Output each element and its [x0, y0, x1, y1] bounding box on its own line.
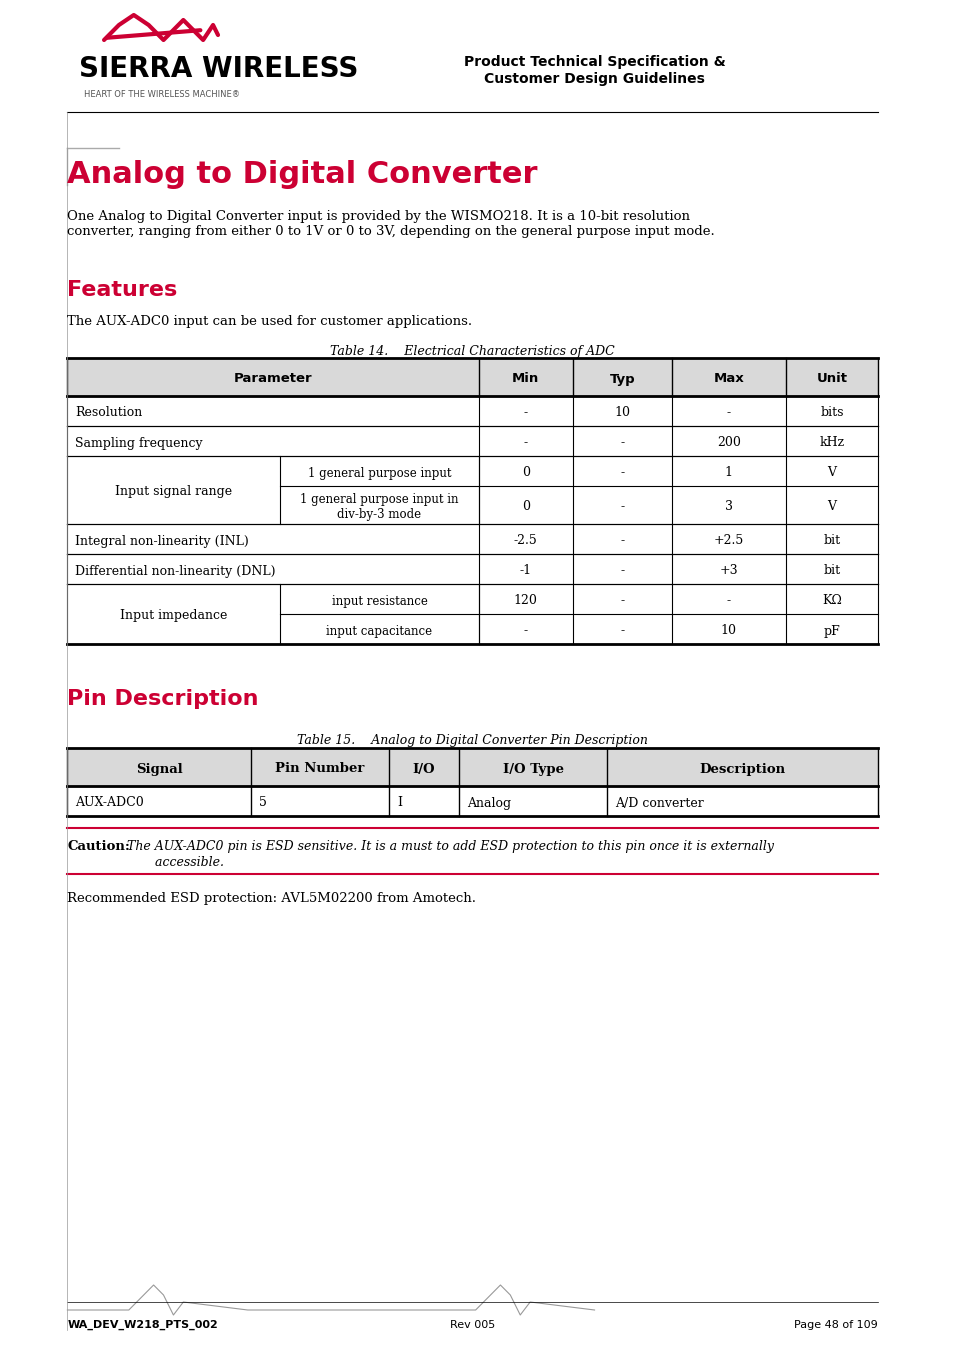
Text: Sampling frequency: Sampling frequency [75, 436, 203, 450]
Text: Resolution: Resolution [75, 406, 142, 420]
Text: 1 general purpose input: 1 general purpose input [308, 467, 451, 479]
Text: 10: 10 [720, 625, 736, 637]
Text: 200: 200 [716, 436, 740, 450]
Text: Recommended ESD protection: AVL5M02200 from Amotech.: Recommended ESD protection: AVL5M02200 f… [68, 892, 476, 904]
Text: 3: 3 [724, 501, 732, 513]
Text: Differential non-linearity (DNL): Differential non-linearity (DNL) [75, 564, 275, 578]
Text: Description: Description [699, 763, 785, 775]
Text: -: - [726, 406, 730, 420]
Text: 5: 5 [258, 796, 266, 810]
Text: Table 15.    Analog to Digital Converter Pin Description: Table 15. Analog to Digital Converter Pi… [297, 734, 647, 747]
Bar [68, 427, 877, 456]
Text: 10: 10 [614, 406, 630, 420]
Text: -1: -1 [519, 564, 531, 578]
Text: -: - [619, 625, 623, 637]
Text: Page 48 of 109: Page 48 of 109 [794, 1320, 877, 1330]
Text: Rev 005: Rev 005 [450, 1320, 495, 1330]
Text: -: - [619, 564, 623, 578]
Text: KΩ: KΩ [821, 594, 841, 608]
Text: HEART OF THE WIRELESS MACHINE®: HEART OF THE WIRELESS MACHINE® [84, 90, 240, 99]
Text: -: - [619, 535, 623, 548]
Text: bits: bits [820, 406, 842, 420]
Text: V: V [826, 467, 836, 479]
Text: Min: Min [512, 373, 538, 386]
Text: Typ: Typ [609, 373, 635, 386]
Text: -: - [619, 467, 623, 479]
Text: -: - [619, 501, 623, 513]
Text: 1: 1 [724, 467, 732, 479]
Bar [68, 524, 877, 554]
Text: bit: bit [822, 535, 840, 548]
Text: 1 general purpose input in
div-by-3 mode: 1 general purpose input in div-by-3 mode [300, 493, 458, 521]
Text: AUX-ADC0: AUX-ADC0 [75, 796, 144, 810]
Text: Integral non-linearity (INL): Integral non-linearity (INL) [75, 535, 249, 548]
Text: Customer Design Guidelines: Customer Design Guidelines [483, 72, 704, 86]
Text: One Analog to Digital Converter input is provided by the WISMO218. It is a 10-bi: One Analog to Digital Converter input is… [68, 211, 715, 238]
Text: Pin Number: Pin Number [275, 763, 364, 775]
Bar [68, 585, 877, 614]
Bar [68, 786, 877, 815]
Text: Caution:: Caution: [68, 840, 131, 853]
Bar [68, 358, 877, 396]
Text: Unit: Unit [816, 373, 846, 386]
Text: The AUX-ADC0 input can be used for customer applications.: The AUX-ADC0 input can be used for custo… [68, 315, 472, 328]
Text: Pin Description: Pin Description [68, 688, 258, 709]
Text: Table 14.    Electrical Characteristics of ADC: Table 14. Electrical Characteristics of … [330, 346, 615, 358]
Text: -: - [726, 594, 730, 608]
Bar [68, 486, 877, 524]
Text: The AUX-ADC0 pin is ESD sensitive. It is a must to add ESD protection to this pi: The AUX-ADC0 pin is ESD sensitive. It is… [119, 840, 773, 853]
Text: +2.5: +2.5 [713, 535, 743, 548]
Text: +3: +3 [719, 564, 738, 578]
Text: -: - [619, 436, 623, 450]
Text: Max: Max [713, 373, 743, 386]
Text: Features: Features [68, 279, 177, 300]
Bar [68, 554, 877, 585]
Text: -: - [523, 625, 527, 637]
Text: bit: bit [822, 564, 840, 578]
Text: Parameter: Parameter [233, 373, 312, 386]
Text: 120: 120 [514, 594, 537, 608]
Text: Analog: Analog [466, 796, 510, 810]
Text: input capacitance: input capacitance [326, 625, 432, 637]
Text: I/O Type: I/O Type [502, 763, 563, 775]
Text: Input impedance: Input impedance [120, 609, 228, 622]
Text: Product Technical Specification &: Product Technical Specification & [463, 55, 724, 69]
Text: I: I [397, 796, 402, 810]
Bar [68, 748, 877, 786]
Text: A/D converter: A/D converter [615, 796, 703, 810]
Bar [68, 456, 877, 486]
Text: kHz: kHz [819, 436, 843, 450]
Text: Input signal range: Input signal range [115, 486, 233, 498]
Text: Analog to Digital Converter: Analog to Digital Converter [68, 161, 537, 189]
Text: SIERRA WIRELESS: SIERRA WIRELESS [79, 55, 358, 82]
Text: -: - [523, 436, 527, 450]
Bar [68, 396, 877, 427]
Text: V: V [826, 501, 836, 513]
Text: -2.5: -2.5 [514, 535, 537, 548]
Text: accessible.: accessible. [119, 856, 224, 869]
Text: I/O: I/O [413, 763, 435, 775]
Text: Signal: Signal [135, 763, 182, 775]
Text: 0: 0 [521, 501, 529, 513]
Text: -: - [523, 406, 527, 420]
Text: WA_DEV_W218_PTS_002: WA_DEV_W218_PTS_002 [68, 1320, 218, 1330]
Text: -: - [619, 594, 623, 608]
Bar [68, 614, 877, 644]
Text: pF: pF [822, 625, 840, 637]
Text: 0: 0 [521, 467, 529, 479]
Text: input resistance: input resistance [332, 594, 427, 608]
